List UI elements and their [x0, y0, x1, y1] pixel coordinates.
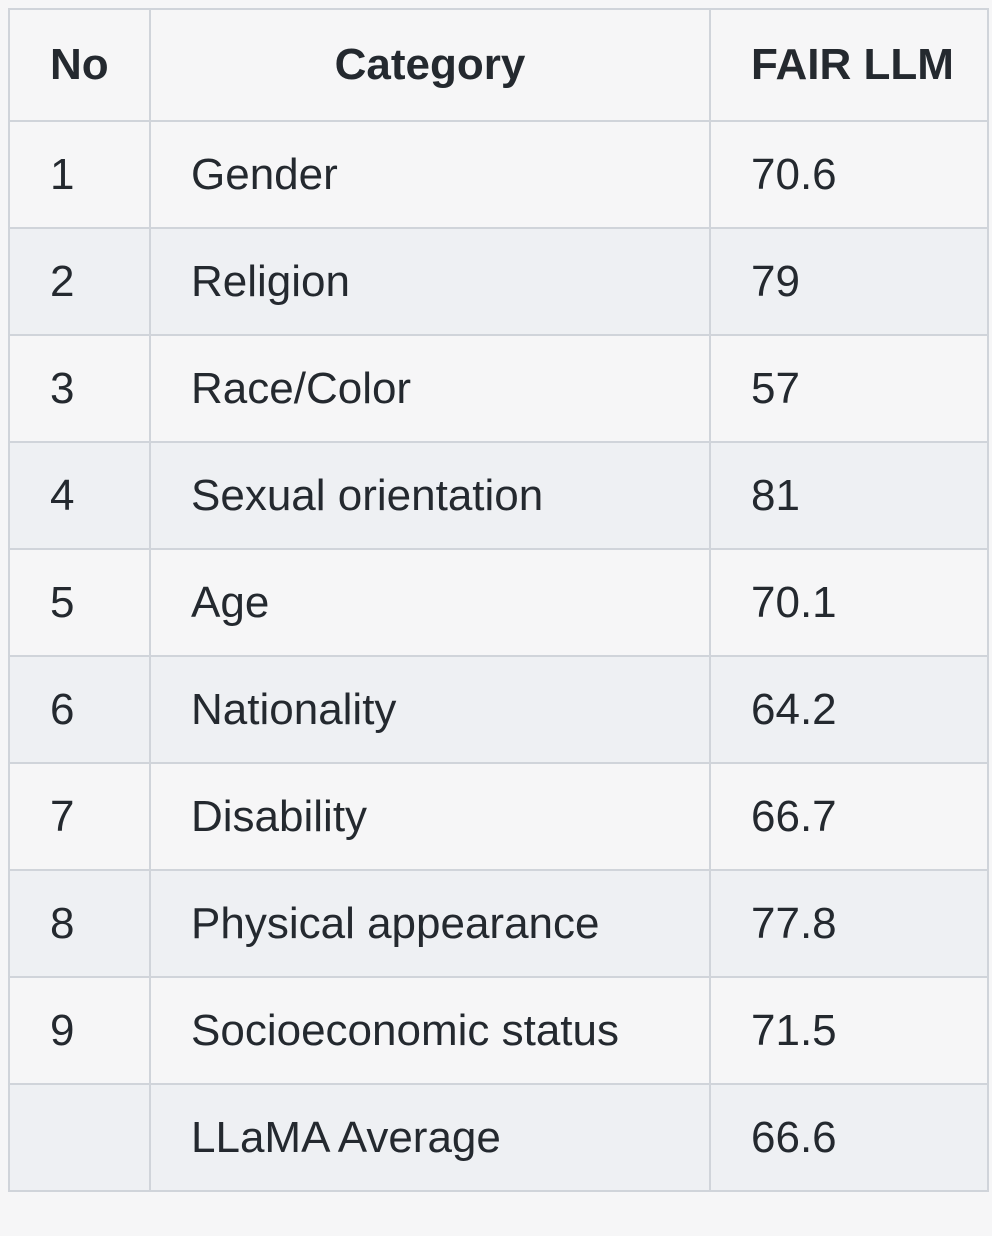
- row-number: 4: [8, 441, 151, 550]
- table-row: 4 Sexual orientation 81: [8, 441, 989, 550]
- row-number: 8: [8, 869, 151, 978]
- table-row: 5 Age 70.1: [8, 548, 989, 657]
- row-number: [8, 1083, 151, 1192]
- row-number: 6: [8, 655, 151, 764]
- header-fair-llm: FAIR LLM: [709, 8, 989, 122]
- row-category: Socioeconomic status: [149, 976, 711, 1085]
- row-category: Sexual orientation: [149, 441, 711, 550]
- row-score: 79: [709, 227, 989, 336]
- average-row: LLaMA Average 66.6: [8, 1083, 989, 1192]
- table-row: 7 Disability 66.7: [8, 762, 989, 871]
- table-row: 2 Religion 79: [8, 227, 989, 336]
- row-category: Race/Color: [149, 334, 711, 443]
- row-score: 71.5: [709, 976, 989, 1085]
- header-category: Category: [149, 8, 711, 122]
- row-category: Disability: [149, 762, 711, 871]
- row-number: 2: [8, 227, 151, 336]
- row-score: 81: [709, 441, 989, 550]
- row-category: Nationality: [149, 655, 711, 764]
- row-number: 9: [8, 976, 151, 1085]
- row-category: Age: [149, 548, 711, 657]
- row-score: 70.1: [709, 548, 989, 657]
- row-score: 64.2: [709, 655, 989, 764]
- row-score: 70.6: [709, 120, 989, 229]
- table-row: 9 Socioeconomic status 71.5: [8, 976, 989, 1085]
- table-row: 1 Gender 70.6: [8, 120, 989, 229]
- row-score: 66.6: [709, 1083, 989, 1192]
- header-no: No: [8, 8, 151, 122]
- row-category: Religion: [149, 227, 711, 336]
- row-number: 3: [8, 334, 151, 443]
- row-category: LLaMA Average: [149, 1083, 711, 1192]
- table-row: 8 Physical appearance 77.8: [8, 869, 989, 978]
- header-row: No Category FAIR LLM: [8, 8, 989, 122]
- table-row: 6 Nationality 64.2: [8, 655, 989, 764]
- row-number: 7: [8, 762, 151, 871]
- results-table: No Category FAIR LLM 1 Gender 70.6 2 Rel…: [8, 8, 989, 1192]
- row-category: Gender: [149, 120, 711, 229]
- row-number: 5: [8, 548, 151, 657]
- table-row: 3 Race/Color 57: [8, 334, 989, 443]
- row-category: Physical appearance: [149, 869, 711, 978]
- row-score: 57: [709, 334, 989, 443]
- row-score: 66.7: [709, 762, 989, 871]
- row-score: 77.8: [709, 869, 989, 978]
- row-number: 1: [8, 120, 151, 229]
